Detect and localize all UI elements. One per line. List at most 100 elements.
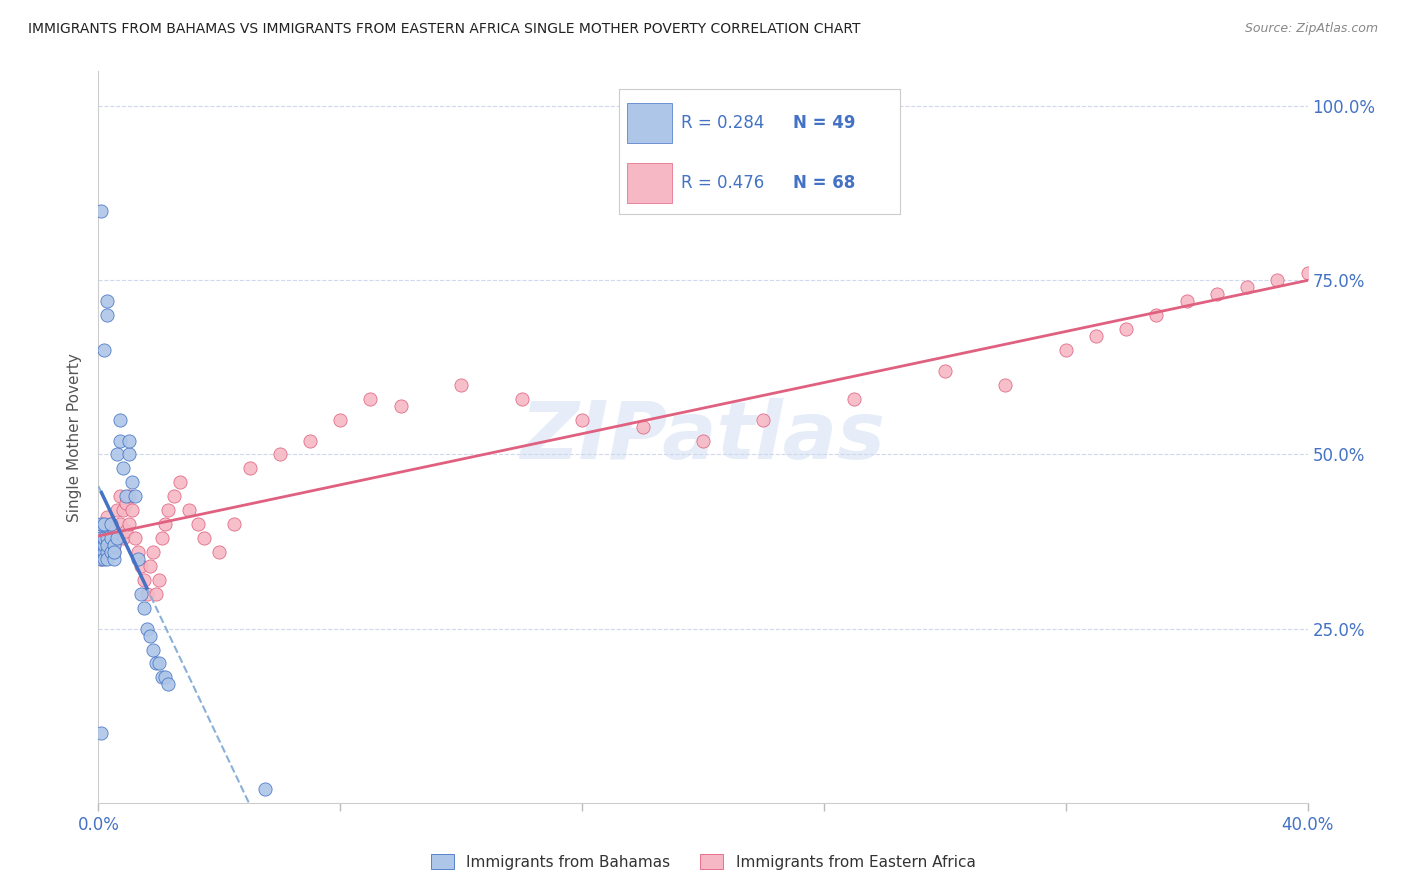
Point: [100, 545, 122, 559]
Point: [1115, 322, 1137, 336]
Point: [329, 412, 352, 426]
Point: [103, 538, 125, 552]
Point: [114, 524, 136, 538]
Point: [118, 434, 141, 448]
Point: [96, 531, 118, 545]
Point: [135, 622, 157, 636]
Point: [111, 531, 134, 545]
Point: [105, 531, 128, 545]
Point: [93, 531, 115, 545]
Point: [156, 677, 179, 691]
Point: [105, 503, 128, 517]
Point: [93, 552, 115, 566]
Point: [90, 545, 112, 559]
Point: [132, 573, 155, 587]
Point: [114, 496, 136, 510]
Point: [121, 475, 143, 490]
Point: [127, 552, 149, 566]
Point: [1144, 308, 1167, 322]
Point: [631, 419, 654, 434]
Point: [224, 517, 246, 532]
Point: [124, 531, 146, 545]
FancyBboxPatch shape: [627, 163, 672, 202]
Point: [145, 587, 167, 601]
Y-axis label: Single Mother Poverty: Single Mother Poverty: [67, 352, 83, 522]
Point: [90, 552, 112, 566]
Text: R = 0.284: R = 0.284: [681, 114, 763, 132]
Point: [96, 524, 118, 538]
Point: [193, 531, 215, 545]
Point: [90, 517, 112, 532]
Point: [239, 461, 262, 475]
Point: [93, 538, 115, 552]
Point: [1296, 266, 1319, 280]
Text: R = 0.476: R = 0.476: [681, 174, 763, 192]
Text: IMMIGRANTS FROM BAHAMAS VS IMMIGRANTS FROM EASTERN AFRICA SINGLE MOTHER POVERTY : IMMIGRANTS FROM BAHAMAS VS IMMIGRANTS FR…: [28, 22, 860, 37]
FancyBboxPatch shape: [627, 103, 672, 143]
Point: [127, 545, 149, 559]
Point: [100, 517, 122, 532]
Point: [360, 392, 382, 406]
Text: ZIPatlas: ZIPatlas: [520, 398, 886, 476]
Point: [169, 475, 191, 490]
Point: [93, 545, 115, 559]
Point: [111, 503, 134, 517]
Point: [153, 517, 176, 532]
Point: [103, 538, 125, 552]
Point: [389, 399, 412, 413]
Point: [124, 489, 146, 503]
Point: [1267, 273, 1289, 287]
Point: [156, 503, 179, 517]
Point: [96, 552, 118, 566]
Point: [96, 538, 118, 552]
Point: [150, 531, 173, 545]
Point: [111, 461, 134, 475]
Point: [105, 448, 128, 462]
Point: [142, 642, 165, 657]
Point: [108, 489, 131, 503]
Point: [90, 203, 112, 218]
Point: [752, 412, 775, 426]
Point: [118, 489, 141, 503]
Point: [510, 392, 533, 406]
Point: [934, 364, 956, 378]
Point: [90, 531, 112, 545]
Point: [179, 503, 201, 517]
Point: [90, 524, 112, 538]
Point: [132, 600, 155, 615]
Point: [1206, 287, 1229, 301]
Point: [208, 545, 231, 559]
Point: [103, 524, 125, 538]
Point: [96, 294, 118, 309]
Point: [150, 670, 173, 684]
Point: [994, 377, 1017, 392]
Point: [844, 392, 866, 406]
Point: [253, 781, 276, 796]
Point: [135, 587, 157, 601]
Point: [1054, 343, 1077, 357]
Point: [299, 434, 322, 448]
Point: [692, 434, 714, 448]
Point: [100, 531, 122, 545]
Point: [108, 434, 131, 448]
Text: N = 68: N = 68: [793, 174, 855, 192]
Point: [145, 657, 167, 671]
Point: [1175, 294, 1198, 309]
Point: [1236, 280, 1258, 294]
Point: [90, 524, 112, 538]
Point: [269, 448, 291, 462]
Point: [118, 448, 141, 462]
Point: [96, 308, 118, 322]
Point: [129, 558, 152, 573]
Point: [93, 531, 115, 545]
Point: [96, 538, 118, 552]
Point: [121, 503, 143, 517]
Point: [139, 558, 162, 573]
Point: [96, 545, 118, 559]
Point: [103, 545, 125, 559]
Point: [93, 517, 115, 532]
Point: [148, 573, 170, 587]
Point: [129, 587, 152, 601]
Point: [139, 629, 162, 643]
Point: [163, 489, 186, 503]
